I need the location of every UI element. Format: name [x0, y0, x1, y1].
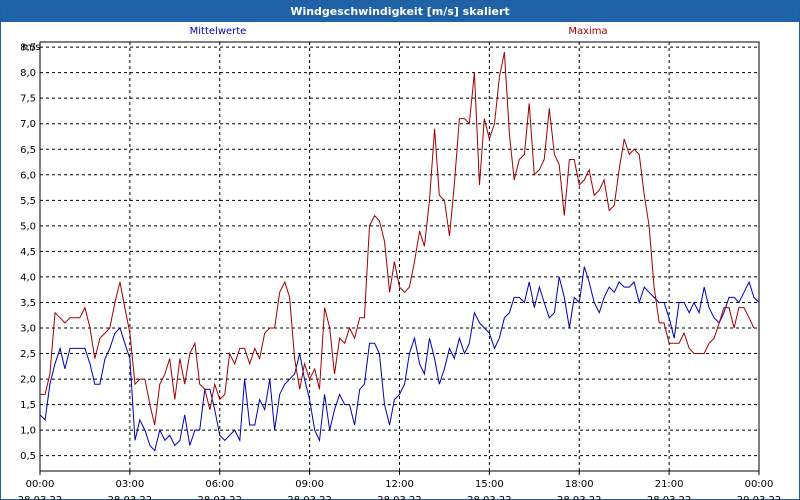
x-tick-time: 06:00	[205, 479, 234, 490]
x-tick-date: 29.03.22	[737, 495, 782, 500]
y-tick-label: 5,0	[20, 221, 36, 232]
x-tick-date: 28.03.22	[557, 495, 602, 500]
window-title: Windgeschwindigkeit [m/s] skaliert	[1, 1, 799, 22]
x-tick-time: 12:00	[385, 479, 414, 490]
y-tick-label: 3,5	[20, 298, 36, 309]
legend-mittelwerte: Mittelwerte	[190, 26, 247, 37]
y-axis-label: m/s	[22, 42, 40, 53]
x-tick-time: 18:00	[565, 479, 594, 490]
x-tick-date: 28.03.22	[647, 495, 692, 500]
y-tick-label: 3,0	[20, 324, 36, 335]
y-tick-label: 6,0	[20, 170, 36, 181]
y-tick-label: 2,0	[20, 375, 36, 386]
x-tick-date: 28.03.22	[287, 495, 332, 500]
series	[39, 52, 760, 452]
series-line-maxima	[40, 52, 755, 426]
x-tick-date: 28.03.22	[18, 495, 63, 500]
legend-maxima: Maxima	[568, 26, 607, 37]
plot-area	[39, 41, 760, 472]
y-tick-label: 6,5	[20, 145, 36, 156]
y-tick-label: 7,5	[20, 94, 36, 105]
y-tick-label: 5,5	[20, 196, 36, 207]
y-tick-label: 8,5	[20, 43, 36, 54]
y-tick-label: 7,0	[20, 119, 36, 130]
y-tick-label: 1,0	[20, 426, 36, 437]
wind-speed-chart: m/s 0,5 1,0 1,5 2,0 2,5 3,0 3,5 4,0 4,5 5,0 5,5 6,0…	[18, 26, 782, 500]
y-tick-label: 4,0	[20, 272, 36, 283]
x-tick-time: 15:00	[475, 479, 504, 490]
series-line-mittelwerte	[39, 266, 760, 452]
x-tick-date: 28.03.22	[377, 495, 422, 500]
x-ticks: 00:00 28.03.22 03:00 28.03.22 06:00 28.03.22 0…	[18, 471, 782, 500]
y-ticks: 0,5 1,0 1,5 2,0 2,5 3,0 3,5 4,0 4,5 5,0 5,5 6,0 6,5 7…	[20, 43, 36, 463]
x-tick-time: 00:00	[745, 479, 774, 490]
x-tick-time: 03:00	[115, 479, 144, 490]
x-tick-date: 28.03.22	[467, 495, 512, 500]
x-tick-date: 28.03.22	[108, 495, 153, 500]
x-tick-time: 09:00	[295, 479, 324, 490]
y-tick-label: 1,5	[20, 400, 36, 411]
y-tick-label: 4,5	[20, 247, 36, 258]
y-tick-label: 8,0	[20, 68, 36, 79]
x-tick-date: 28.03.22	[197, 495, 242, 500]
y-tick-label: 2,5	[20, 349, 36, 360]
x-tick-time: 00:00	[26, 479, 55, 490]
x-tick-time: 21:00	[655, 479, 684, 490]
y-tick-label: 0,5	[20, 451, 36, 462]
